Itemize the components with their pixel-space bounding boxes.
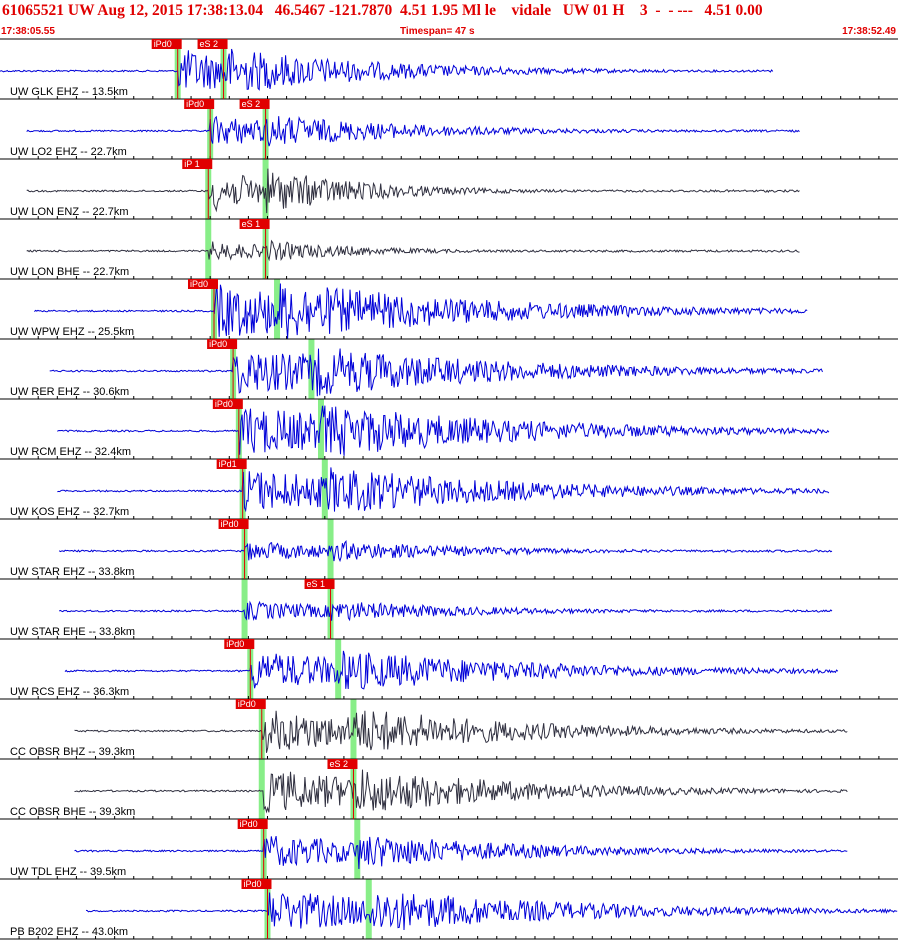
p-pick-label: iPd0: [186, 99, 204, 109]
s-pick-box: [239, 219, 270, 229]
s-pick-window: [354, 819, 361, 879]
start-time-label: 17:38:05.55: [1, 26, 55, 37]
s-pick-label: eS 1: [307, 579, 326, 589]
p-pick-label: iPd1: [219, 459, 237, 469]
station-label: CC OBSR BHE -- 39.3km: [10, 806, 135, 818]
station-label: UW RCM EHZ -- 32.4km: [10, 446, 131, 458]
p-pick-box: [218, 519, 249, 529]
s-pick-window: [335, 639, 342, 699]
s-pick-label: eS 2: [242, 99, 261, 109]
seismogram-trace: [85, 892, 898, 931]
s-pick-window: [274, 279, 281, 339]
timespan-label: Timespan= 47 s: [400, 26, 475, 37]
seismogram-trace: [0, 48, 774, 91]
p-pick-box: [224, 639, 255, 649]
seismogram-trace: [57, 467, 830, 513]
station-label: UW STAR EHZ -- 33.8km: [10, 566, 134, 578]
station-label: UW TDL EHZ -- 39.5km: [10, 866, 126, 878]
p-pick-box: [207, 339, 238, 349]
s-pick-box: [304, 579, 335, 589]
p-pick-box: [241, 879, 272, 889]
seismogram-trace: [74, 710, 848, 753]
s-pick-box: [327, 759, 358, 769]
p-pick-label: iPd0: [154, 39, 172, 49]
p-pick-box: [182, 159, 213, 169]
seismogram-trace: [26, 239, 800, 262]
p-pick-label: iPd0: [221, 519, 239, 529]
p-pick-box: [184, 99, 215, 109]
seismogram-trace: [64, 650, 839, 690]
station-label: UW STAR EHE -- 33.8km: [10, 626, 135, 638]
seismogram-trace: [26, 168, 800, 214]
station-label: UW LON BHE -- 22.7km: [10, 266, 129, 278]
s-pick-window: [321, 459, 328, 519]
station-label: UW LO2 EHZ -- 22.7km: [10, 146, 127, 158]
p-pick-label: iPd0: [190, 279, 208, 289]
p-pick-label: iP 1: [184, 159, 199, 169]
station-label: CC OBSR BHZ -- 39.3km: [10, 746, 135, 758]
event-summary-title: 61065521 UW Aug 12, 2015 17:38:13.04 46.…: [2, 2, 763, 19]
s-pick-box: [239, 99, 270, 109]
s-pick-window: [317, 399, 324, 459]
p-pick-box: [187, 279, 218, 289]
p-pick-window: [258, 759, 265, 819]
p-pick-window: [241, 579, 248, 639]
seismogram-trace: [74, 769, 848, 814]
p-pick-box: [151, 39, 182, 49]
p-pick-label: iPd0: [243, 879, 261, 889]
seismogram-trace: [58, 600, 833, 622]
station-label: UW RCS EHZ -- 36.3km: [10, 686, 129, 698]
s-pick-window: [365, 879, 372, 939]
p-pick-label: iPd0: [209, 339, 227, 349]
seismogram-trace: [34, 283, 808, 339]
p-pick-box: [237, 819, 268, 829]
seismogram-trace: [58, 540, 833, 563]
seismogram-trace: [74, 835, 848, 870]
p-pick-label: iPd0: [240, 819, 258, 829]
p-pick-box: [235, 699, 266, 709]
p-pick-label: iPd0: [238, 699, 256, 709]
station-label: UW KOS EHZ -- 32.7km: [10, 506, 129, 518]
station-label: UW LON ENZ -- 22.7km: [10, 206, 129, 218]
p-pick-label: iPd0: [226, 639, 244, 649]
seismogram-trace: [57, 405, 830, 456]
station-label: UW RER EHZ -- 30.6km: [10, 386, 129, 398]
station-label: PB B202 EHZ -- 43.0km: [10, 926, 128, 938]
p-pick-box: [216, 459, 247, 469]
s-pick-label: eS 2: [329, 759, 348, 769]
s-pick-label: eS 2: [200, 39, 219, 49]
station-label: UW WPW EHZ -- 25.5km: [10, 326, 134, 338]
p-pick-label: iPd0: [215, 399, 233, 409]
s-pick-label: eS 1: [242, 219, 261, 229]
p-pick-box: [212, 399, 243, 409]
station-label: UW GLK EHZ -- 13.5km: [10, 86, 128, 98]
p-pick-window: [205, 219, 212, 279]
seismogram-trace: [49, 348, 823, 397]
s-pick-box: [197, 39, 228, 49]
end-time-label: 17:38:52.49: [842, 26, 896, 37]
seismogram-trace: [26, 115, 800, 147]
